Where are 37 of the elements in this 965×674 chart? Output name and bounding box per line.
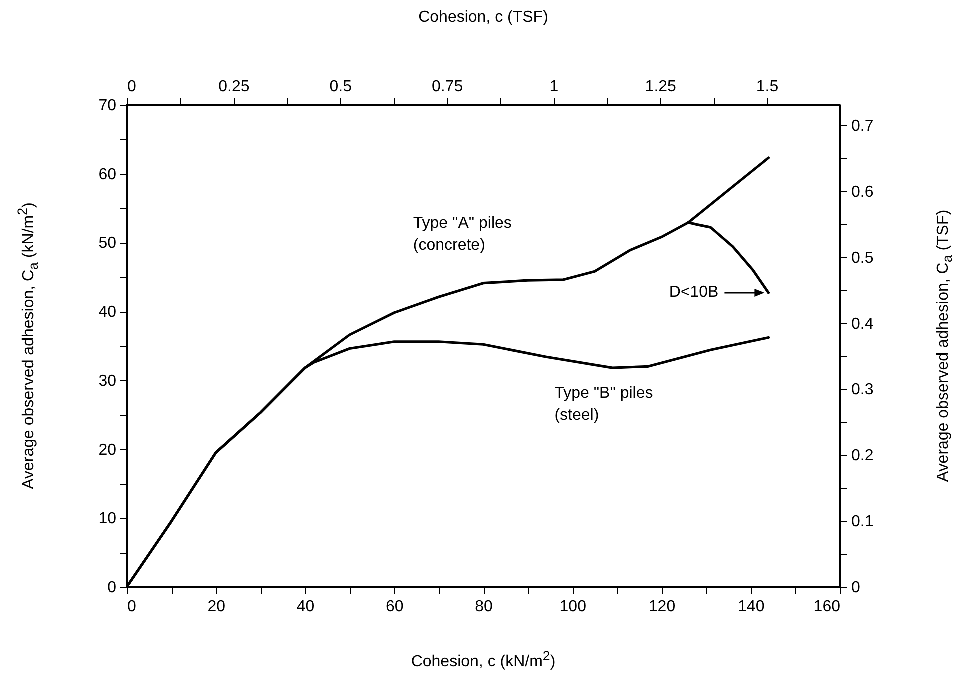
series-label: Type "A" piles (concrete) bbox=[413, 214, 512, 254]
y2-tick-label: 0.1 bbox=[852, 514, 874, 531]
y2-tick-label: 0.6 bbox=[852, 184, 874, 201]
x-tick-label: 0 bbox=[128, 598, 136, 616]
x-tick-label: 60 bbox=[386, 598, 404, 616]
y2-tick-label: 0.2 bbox=[852, 448, 874, 465]
x2-tick-label: 1 bbox=[550, 78, 559, 96]
x-tick-label: 120 bbox=[648, 598, 676, 616]
y2-tick-label: 0.7 bbox=[852, 118, 874, 135]
x2-tick-label: 0.25 bbox=[218, 78, 250, 96]
y2-tick-label: 0.5 bbox=[852, 250, 874, 267]
x2-tick-label: 1.5 bbox=[756, 78, 779, 96]
x2-tick-label: 0 bbox=[128, 78, 136, 96]
x-tick-label: 20 bbox=[208, 598, 226, 616]
y2-tick-label: 0.4 bbox=[852, 316, 874, 333]
y2-tick-label: 0 bbox=[852, 580, 860, 596]
y-tick-label: 0 bbox=[108, 580, 117, 596]
y-tick-label: 20 bbox=[98, 442, 117, 459]
x-tick-label: 160 bbox=[814, 598, 841, 616]
y2-tick-label: 0.3 bbox=[852, 382, 874, 399]
x-tick-label: 40 bbox=[296, 598, 315, 616]
y-tick-label: 50 bbox=[98, 235, 117, 252]
y-tick-label: 70 bbox=[98, 98, 117, 114]
series-label: Type "B" piles (steel) bbox=[554, 385, 654, 424]
x-tick-label: 80 bbox=[475, 598, 493, 616]
y-tick-label: 40 bbox=[98, 304, 117, 322]
x2-tick-label: 1.25 bbox=[645, 78, 677, 96]
annotation: D<10B bbox=[669, 284, 719, 302]
x-tick-label: 140 bbox=[738, 598, 765, 616]
y-tick-label: 10 bbox=[98, 510, 117, 528]
y-tick-label: 60 bbox=[98, 166, 117, 184]
y-tick-label: 30 bbox=[98, 372, 117, 390]
x2-axis-title: Cohesion, c (TSF) bbox=[418, 9, 548, 27]
x2-tick-label: 0.75 bbox=[432, 78, 464, 96]
x-tick-label: 100 bbox=[560, 598, 587, 616]
x-axis-title: Cohesion, c (kN/m$^{2}$) bbox=[411, 648, 556, 672]
x2-tick-label: 0.5 bbox=[330, 78, 352, 96]
